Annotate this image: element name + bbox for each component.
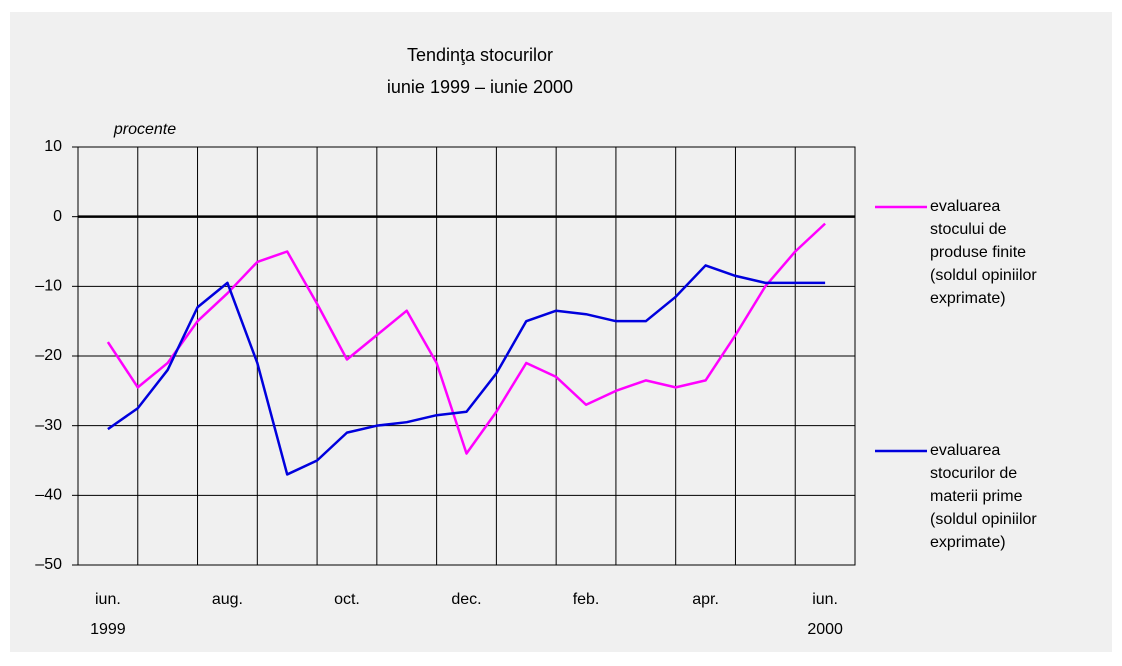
chart-subtitle: iunie 1999 – iunie 2000: [387, 77, 573, 97]
x-tick-label: dec.: [451, 591, 481, 608]
x-tick-label: aug.: [212, 591, 243, 608]
legend-label: evaluarea stocurilor de materii prime (sold…: [930, 442, 1037, 551]
x-tick-label: iun. 1999: [90, 591, 126, 638]
y-tick-label: –50: [35, 556, 62, 573]
legend-label: evaluarea stocului de produse finite (soldu…: [930, 198, 1037, 307]
x-tick-label: oct.: [334, 591, 360, 608]
series-line: [107, 264, 826, 476]
y-tick-label: –20: [35, 347, 62, 364]
chart-title: Tendinţa stocurilor: [407, 45, 553, 65]
chart-background: [10, 12, 1112, 652]
y-tick-label: –10: [35, 278, 62, 295]
x-tick-label: feb.: [573, 591, 600, 608]
y-tick-label: –30: [35, 417, 62, 434]
plot-frame: [77, 146, 856, 566]
y-tick-label: 10: [44, 138, 62, 155]
series-line: [106, 222, 826, 455]
y-axis-label: procente: [113, 121, 176, 138]
x-tick-label: iun. 2000: [807, 591, 843, 638]
y-tick-label: 0: [53, 208, 62, 225]
x-tick-label: apr.: [692, 591, 719, 608]
y-tick-label: –40: [35, 487, 62, 504]
